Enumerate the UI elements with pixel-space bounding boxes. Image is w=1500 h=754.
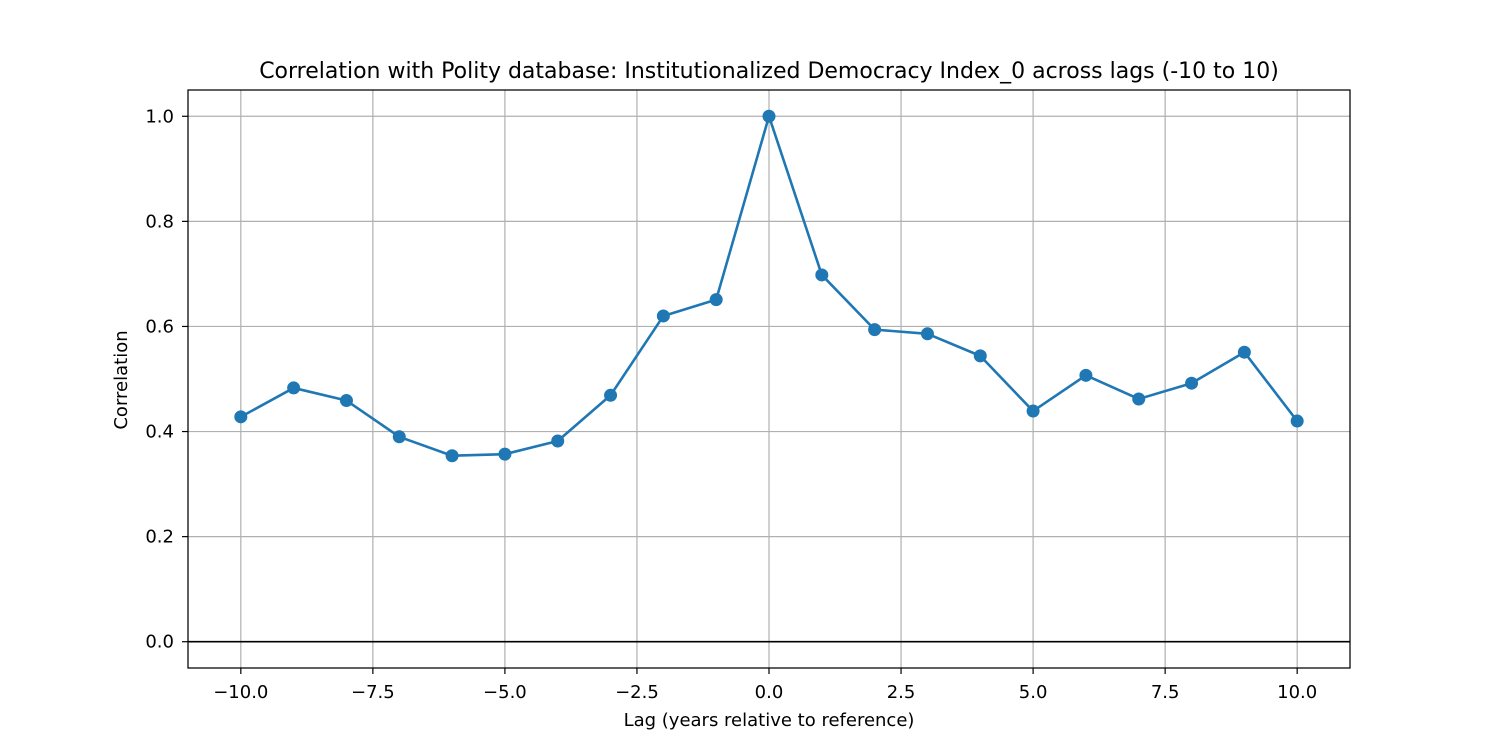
y-tick-label: 0.8 bbox=[145, 211, 174, 232]
data-point bbox=[498, 447, 512, 461]
grid-lines bbox=[188, 90, 1350, 668]
y-tick-label: 0.2 bbox=[145, 527, 174, 548]
data-point bbox=[392, 430, 406, 444]
x-tick-label: −2.5 bbox=[615, 682, 659, 703]
data-point bbox=[287, 381, 301, 395]
x-axis-ticks: −10.0 −7.5 −5.0 −2.5 0.0 2.5 5.0 7.5 10.0 bbox=[213, 668, 1317, 703]
y-tick-label: 0.6 bbox=[145, 316, 174, 337]
data-point bbox=[1185, 376, 1199, 390]
data-point bbox=[339, 394, 353, 408]
x-tick-label: 7.5 bbox=[1151, 682, 1180, 703]
data-point bbox=[656, 309, 670, 323]
data-point bbox=[234, 410, 248, 424]
x-tick-label: −7.5 bbox=[351, 682, 395, 703]
data-point bbox=[445, 449, 459, 463]
data-point bbox=[920, 327, 934, 341]
x-tick-label: 0.0 bbox=[755, 682, 784, 703]
x-tick-label: −5.0 bbox=[483, 682, 527, 703]
x-axis-label: Lag (years relative to reference) bbox=[624, 710, 915, 731]
y-tick-label: 0.4 bbox=[145, 422, 174, 443]
data-point bbox=[1290, 414, 1304, 428]
data-point bbox=[551, 434, 565, 448]
x-tick-label: −10.0 bbox=[213, 682, 268, 703]
y-tick-label: 1.0 bbox=[145, 106, 174, 127]
y-axis-label: Correlation bbox=[111, 330, 132, 429]
data-point bbox=[868, 323, 882, 337]
data-point bbox=[1237, 345, 1251, 359]
data-point bbox=[1132, 392, 1146, 406]
data-point bbox=[762, 109, 776, 123]
data-point bbox=[973, 349, 987, 363]
y-axis-ticks: 0.0 0.2 0.4 0.6 0.8 1.0 bbox=[145, 106, 188, 653]
data-point bbox=[604, 388, 618, 402]
data-point bbox=[709, 293, 723, 307]
series-layer bbox=[234, 109, 1304, 463]
x-tick-label: 2.5 bbox=[887, 682, 916, 703]
data-point bbox=[815, 268, 829, 282]
y-tick-label: 0.0 bbox=[145, 632, 174, 653]
data-point bbox=[1026, 404, 1040, 418]
chart-title: Correlation with Polity database: Instit… bbox=[259, 59, 1279, 84]
x-tick-label: 10.0 bbox=[1277, 682, 1317, 703]
x-tick-label: 5.0 bbox=[1019, 682, 1048, 703]
data-point bbox=[1079, 368, 1093, 382]
